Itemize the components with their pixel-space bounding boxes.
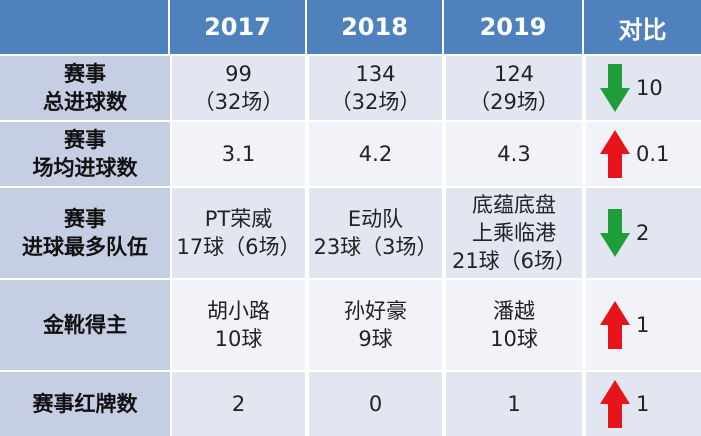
value-2018: 0 <box>309 372 442 436</box>
row-label: 赛事红牌数 <box>0 372 170 436</box>
row-label-line: 赛事红牌数 <box>32 392 138 416</box>
value-2019: 潘越 10球 <box>446 280 582 370</box>
header-row: 2017 2018 2019 对比 <box>0 0 701 54</box>
compare-value: 1 <box>636 392 650 416</box>
row-label: 赛事 场均进球数 <box>0 122 170 186</box>
compare-cell: 2 <box>586 188 701 278</box>
value-line: 124 <box>493 62 535 86</box>
value-line: 23球（3场） <box>313 235 438 259</box>
value-line: 1 <box>507 392 521 416</box>
compare-value: 2 <box>636 221 650 245</box>
value-line: 10球 <box>214 327 263 351</box>
value-line: 上乘临港 <box>472 221 556 245</box>
value-line: 17球（6场） <box>176 235 301 259</box>
value-line: （32场） <box>193 90 284 114</box>
arrow-up-icon <box>600 380 630 428</box>
value-line: 孙好豪 <box>344 299 407 323</box>
header-cell-compare: 对比 <box>584 0 701 54</box>
table-row: 赛事 总进球数 99 （32场） 134 （32场） 124 （29场） 10 <box>0 56 701 120</box>
value-line: （29场） <box>469 90 559 114</box>
arrow-up-icon <box>600 130 630 178</box>
row-label-line: 进球最多队伍 <box>22 235 148 259</box>
value-line: 10球 <box>490 327 538 351</box>
table-row: 金靴得主 胡小路 10球 孙好豪 9球 潘越 10球 1 <box>0 280 701 370</box>
value-line: 0 <box>368 392 383 416</box>
value-2018: 孙好豪 9球 <box>309 280 442 370</box>
row-label: 赛事 进球最多队伍 <box>0 188 170 278</box>
header-cell-2017: 2017 <box>170 0 307 54</box>
compare-value: 1 <box>636 313 650 337</box>
compare-cell: 1 <box>586 372 701 436</box>
row-label-line: 赛事 <box>64 207 106 231</box>
arrow-down-icon <box>600 209 630 257</box>
table-row: 赛事 场均进球数 3.1 4.2 4.3 0.1 <box>0 122 701 186</box>
value-2018: 134 （32场） <box>309 56 442 120</box>
compare-cell: 10 <box>586 56 701 120</box>
value-line: 21球（6场） <box>451 249 577 273</box>
value-line: 4.2 <box>358 142 393 166</box>
value-line: 99 <box>225 62 252 86</box>
value-2017: 胡小路 10球 <box>172 280 305 370</box>
row-label: 金靴得主 <box>0 280 170 370</box>
arrow-up-icon <box>600 301 630 349</box>
table-row: 赛事红牌数 2 0 1 1 <box>0 372 701 436</box>
value-line: 胡小路 <box>207 299 270 323</box>
compare-cell: 1 <box>586 280 701 370</box>
header-cell-2019: 2019 <box>444 0 584 54</box>
header-cell-label <box>0 0 170 54</box>
row-label-line: 金靴得主 <box>43 313 127 337</box>
value-line: 9球 <box>358 327 393 351</box>
table-row: 赛事 进球最多队伍 PT荣威 17球（6场） E动队 23球（3场） 底蕴底盘 … <box>0 188 701 278</box>
value-line: 4.3 <box>497 142 531 166</box>
value-line: 2 <box>231 392 246 416</box>
arrow-down-icon <box>600 64 630 112</box>
header-cell-2018: 2018 <box>307 0 444 54</box>
row-label-line: 赛事 <box>64 62 106 86</box>
value-line: （32场） <box>330 90 421 114</box>
value-2019: 4.3 <box>446 122 582 186</box>
compare-cell: 0.1 <box>586 122 701 186</box>
row-label-line: 场均进球数 <box>32 156 138 180</box>
value-2019: 124 （29场） <box>446 56 582 120</box>
value-2017: 3.1 <box>172 122 305 186</box>
row-label-line: 总进球数 <box>43 90 127 114</box>
value-2019: 底蕴底盘 上乘临港 21球（6场） <box>446 188 582 278</box>
value-2017: 99 （32场） <box>172 56 305 120</box>
value-2017: PT荣威 17球（6场） <box>172 188 305 278</box>
value-2018: E动队 23球（3场） <box>309 188 442 278</box>
value-line: 134 <box>355 62 396 86</box>
compare-value: 0.1 <box>636 142 670 166</box>
compare-value: 10 <box>636 76 663 100</box>
row-label: 赛事 总进球数 <box>0 56 170 120</box>
value-2018: 4.2 <box>309 122 442 186</box>
value-2019: 1 <box>446 372 582 436</box>
value-line: E动队 <box>347 207 404 231</box>
row-label-line: 赛事 <box>64 128 106 152</box>
value-line: PT荣威 <box>204 207 273 231</box>
value-line: 潘越 <box>493 299 535 323</box>
value-2017: 2 <box>172 372 305 436</box>
value-line: 底蕴底盘 <box>472 193 556 217</box>
value-line: 3.1 <box>221 142 256 166</box>
